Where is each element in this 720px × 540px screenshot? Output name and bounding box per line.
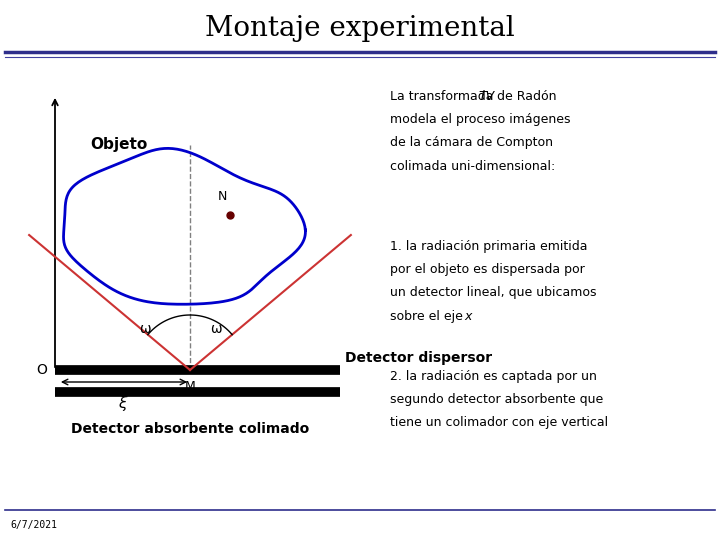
Text: ω: ω [210, 322, 222, 336]
Text: segundo detector absorbente que: segundo detector absorbente que [390, 393, 603, 406]
Text: ξ: ξ [118, 396, 127, 411]
Text: N: N [218, 190, 228, 203]
Text: TV: TV [478, 90, 494, 103]
Text: un detector lineal, que ubicamos: un detector lineal, que ubicamos [390, 286, 596, 299]
Text: 6/7/2021: 6/7/2021 [10, 520, 57, 530]
Text: x: x [464, 309, 472, 322]
Text: tiene un colimador con eje vertical: tiene un colimador con eje vertical [390, 416, 608, 429]
Text: O: O [36, 363, 47, 377]
Text: M: M [184, 380, 195, 393]
Text: modela el proceso imágenes: modela el proceso imágenes [390, 113, 570, 126]
Text: Objeto: Objeto [90, 138, 148, 152]
Text: Detector dispersor: Detector dispersor [345, 351, 492, 365]
Text: por el objeto es dispersada por: por el objeto es dispersada por [390, 263, 585, 276]
Text: 1. la radiación primaria emitida: 1. la radiación primaria emitida [390, 240, 588, 253]
Text: La transformada: La transformada [390, 90, 498, 103]
Text: ω: ω [139, 322, 150, 336]
Text: de Radón: de Radón [493, 90, 557, 103]
Text: Montaje experimental: Montaje experimental [205, 15, 515, 42]
Text: colimada uni-dimensional:: colimada uni-dimensional: [390, 160, 555, 173]
Text: Detector absorbente colimado: Detector absorbente colimado [71, 422, 309, 436]
Text: sobre el eje: sobre el eje [390, 309, 467, 322]
Text: de la cámara de Compton: de la cámara de Compton [390, 137, 553, 150]
Text: 2. la radiación es captada por un: 2. la radiación es captada por un [390, 370, 597, 383]
